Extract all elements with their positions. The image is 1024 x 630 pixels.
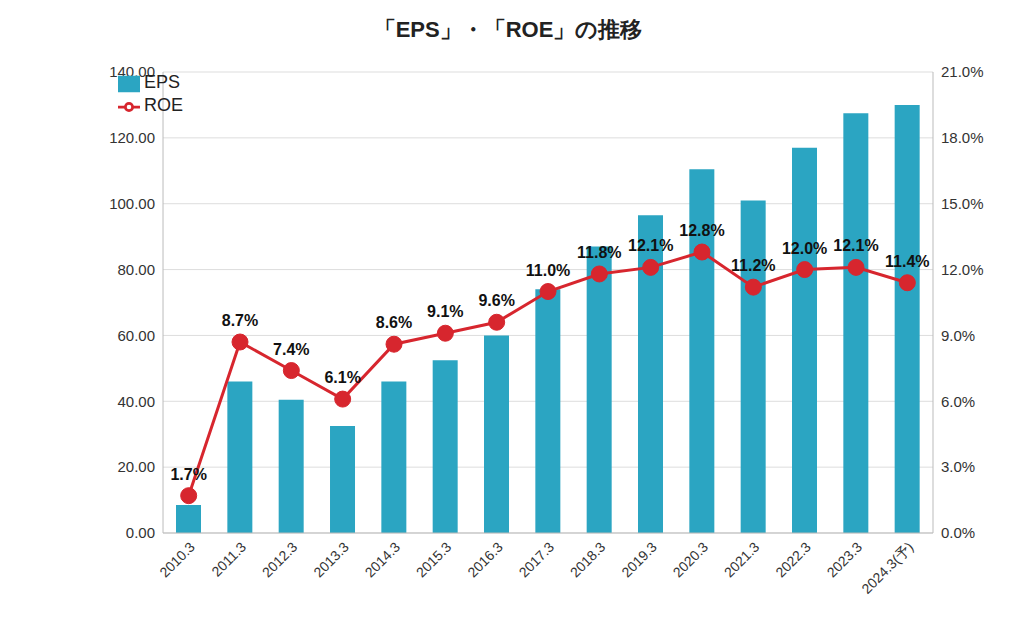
html-text:「EPS」・「ROE」の推移: 「EPS」・「ROE」の推移 bbox=[373, 17, 643, 42]
svg-text:8.6%: 8.6% bbox=[376, 314, 412, 331]
svg-text:3.0%: 3.0% bbox=[941, 458, 975, 475]
svg-text:12.0%: 12.0% bbox=[782, 240, 827, 257]
svg-text:2023.3: 2023.3 bbox=[824, 539, 866, 581]
svg-text:21.0%: 21.0% bbox=[941, 63, 984, 80]
svg-text:8.7%: 8.7% bbox=[222, 312, 258, 329]
svg-text:11.8%: 11.8% bbox=[577, 244, 621, 261]
svg-text:9.6%: 9.6% bbox=[478, 292, 514, 309]
svg-text:2013.3: 2013.3 bbox=[310, 539, 352, 581]
svg-text:2022.3: 2022.3 bbox=[772, 539, 814, 581]
svg-text:20.00: 20.00 bbox=[117, 458, 155, 475]
svg-text:15.0%: 15.0% bbox=[941, 195, 984, 212]
svg-text:60.00: 60.00 bbox=[117, 327, 155, 344]
svg-text:12.1%: 12.1% bbox=[628, 237, 673, 254]
svg-text:80.00: 80.00 bbox=[117, 261, 155, 278]
svg-text:2015.3: 2015.3 bbox=[413, 539, 455, 581]
svg-text:1.7%: 1.7% bbox=[170, 466, 206, 483]
svg-text:0.0%: 0.0% bbox=[941, 524, 975, 541]
svg-text:9.0%: 9.0% bbox=[941, 327, 975, 344]
html-text:ROE: ROE bbox=[144, 94, 183, 115]
svg-text:2011.3: 2011.3 bbox=[208, 539, 249, 580]
svg-text:2014.3: 2014.3 bbox=[362, 539, 404, 581]
svg-text:40.00: 40.00 bbox=[117, 393, 155, 410]
html-text:EPS: EPS bbox=[144, 72, 180, 92]
svg-text:6.1%: 6.1% bbox=[324, 369, 360, 386]
svg-text:100.00: 100.00 bbox=[109, 195, 155, 212]
svg-text:2019.3: 2019.3 bbox=[618, 539, 660, 581]
svg-text:11.0%: 11.0% bbox=[526, 262, 570, 279]
svg-text:120.00: 120.00 bbox=[109, 129, 155, 146]
svg-text:2010.3: 2010.3 bbox=[156, 539, 198, 581]
svg-text:18.0%: 18.0% bbox=[941, 129, 984, 146]
svg-text:2012.3: 2012.3 bbox=[259, 539, 301, 581]
svg-text:2017.3: 2017.3 bbox=[516, 539, 558, 581]
svg-text:11.2%: 11.2% bbox=[731, 257, 775, 274]
svg-text:6.0%: 6.0% bbox=[941, 393, 975, 410]
svg-text:9.1%: 9.1% bbox=[427, 303, 463, 320]
svg-text:2016.3: 2016.3 bbox=[464, 539, 506, 581]
svg-text:7.4%: 7.4% bbox=[273, 341, 309, 358]
svg-text:12.8%: 12.8% bbox=[679, 222, 724, 239]
svg-text:2021.3: 2021.3 bbox=[721, 539, 763, 581]
svg-text:140.00: 140.00 bbox=[109, 63, 155, 80]
svg-text:11.4%: 11.4% bbox=[885, 253, 929, 270]
svg-text:0.00: 0.00 bbox=[126, 524, 155, 541]
svg-text:2018.3: 2018.3 bbox=[567, 539, 609, 581]
svg-text:12.1%: 12.1% bbox=[833, 237, 878, 254]
svg-text:2020.3: 2020.3 bbox=[670, 539, 712, 581]
svg-text:2024.3(予): 2024.3(予) bbox=[858, 539, 916, 597]
svg-text:12.0%: 12.0% bbox=[941, 261, 984, 278]
